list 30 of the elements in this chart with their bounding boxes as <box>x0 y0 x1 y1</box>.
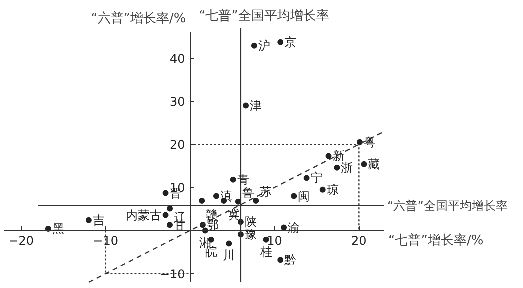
annotation: 鲁 <box>242 186 254 200</box>
x-tick-label: −10 <box>93 234 118 248</box>
annotation: 内蒙古 <box>126 208 162 222</box>
annotation: 津 <box>250 98 262 113</box>
annotation: 豫 <box>244 228 257 242</box>
ref-line-label: “六普”全国平均增长率 <box>388 198 508 213</box>
annotation: 鄂 <box>206 218 219 232</box>
annotation: 闽 <box>298 189 310 204</box>
annotation: 陕 <box>244 215 257 230</box>
annotation: 宁 <box>310 171 323 186</box>
annotation: 沪 <box>258 38 270 53</box>
y-tick-label: 40 <box>170 52 186 66</box>
x-axis-title: “七普”增长率/% <box>388 232 484 248</box>
y-tick-label: −10 <box>160 267 186 282</box>
annotation: 藏 <box>368 157 380 172</box>
y-tick-label: 30 <box>170 94 186 109</box>
annotation: 浙 <box>341 160 354 175</box>
annotation: 川 <box>223 248 236 263</box>
annotation: 冀 <box>228 208 240 222</box>
annotation: 粤 <box>364 135 376 150</box>
x-tick-label: 20 <box>352 234 367 248</box>
x-tick-label: −20 <box>8 234 34 248</box>
annotation: 黔 <box>284 253 297 268</box>
y-axis-title: “六普”增长率/% <box>91 10 186 26</box>
y-tick-label: 20 <box>170 138 186 152</box>
ref-line-label: “七普”全国平均增长率 <box>198 8 330 24</box>
annotation: 吉 <box>92 213 105 228</box>
annotation: 新 <box>332 149 345 164</box>
annotation: 琼 <box>326 182 339 197</box>
annotation: 京 <box>284 35 297 50</box>
